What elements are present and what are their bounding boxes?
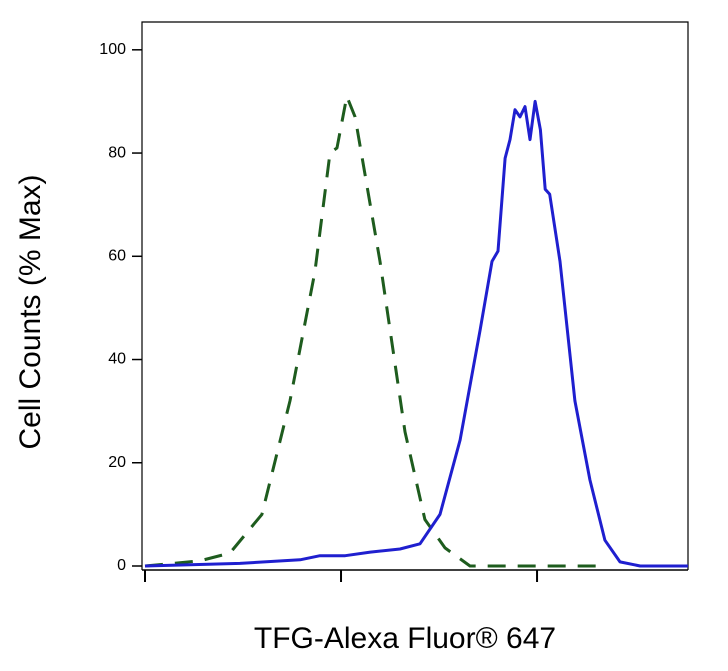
y-tick-label: 60	[108, 248, 126, 265]
histogram-line	[144, 94, 601, 568]
y-axis-label: Cell Counts (% Max)	[14, 174, 47, 449]
y-tick-label: 20	[108, 454, 126, 471]
histogram-line	[144, 99, 688, 568]
frame	[141, 21, 689, 570]
y-tick-label: 0	[117, 557, 126, 574]
x-axis-label: TFG-Alexa Fluor® 647	[254, 622, 556, 655]
y-tick-label: 40	[108, 351, 126, 368]
y-tick-label: 80	[108, 144, 126, 161]
y-tick-label: 100	[99, 41, 126, 58]
